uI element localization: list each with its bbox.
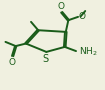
Text: O: O	[79, 12, 86, 21]
Text: S: S	[42, 54, 48, 64]
Text: NH$_2$: NH$_2$	[79, 46, 98, 58]
Text: O: O	[9, 58, 16, 67]
Text: O: O	[58, 2, 65, 11]
